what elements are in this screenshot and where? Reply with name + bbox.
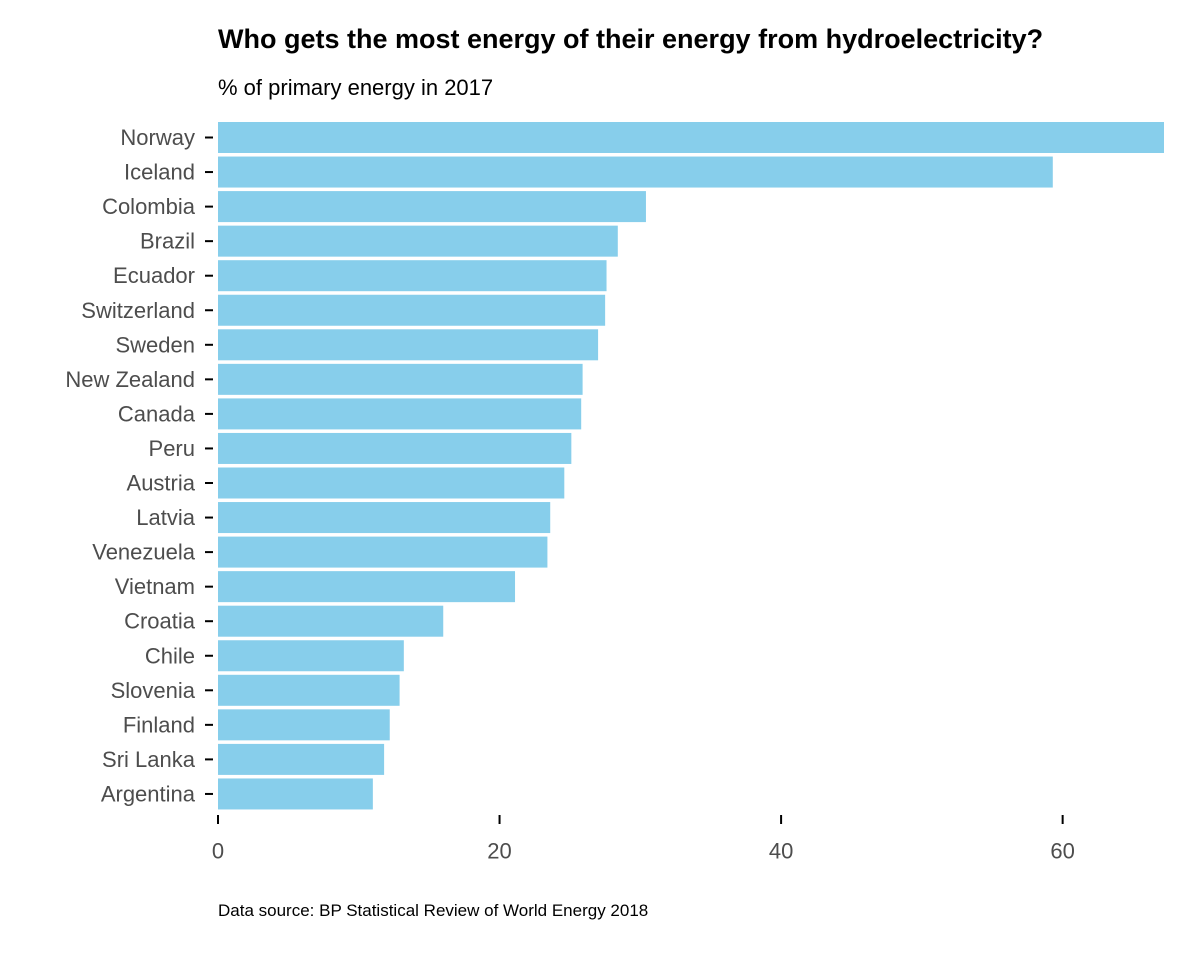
- y-tick-label: Iceland: [124, 160, 195, 185]
- bar-sri-lanka: [218, 743, 385, 775]
- y-tick-label: Brazil: [140, 229, 195, 254]
- bars-group: [218, 122, 1164, 810]
- bar-sweden: [218, 329, 599, 361]
- x-tick-label: 20: [487, 839, 511, 864]
- y-tick-label: Finland: [123, 712, 195, 737]
- chart-subtitle: % of primary energy in 2017: [218, 75, 494, 100]
- bar-iceland: [218, 156, 1053, 188]
- y-tick-label: Argentina: [101, 781, 196, 806]
- x-axis: 0 20 40 60: [212, 815, 1075, 864]
- bar-slovenia: [218, 674, 400, 706]
- bar-chile: [218, 640, 404, 672]
- y-tick-label: Sri Lanka: [102, 747, 196, 772]
- bar-croatia: [218, 605, 444, 637]
- y-tick-label: Austria: [127, 471, 196, 496]
- bar-canada: [218, 398, 582, 430]
- y-tick-label: Vietnam: [115, 574, 195, 599]
- bar-peru: [218, 432, 572, 464]
- bar-ecuador: [218, 260, 607, 292]
- bar-new-zealand: [218, 363, 583, 395]
- y-tick-label: Latvia: [136, 505, 195, 530]
- y-tick-label: Colombia: [102, 194, 196, 219]
- chart-title: Who gets the most energy of their energy…: [218, 24, 1044, 54]
- y-tick-label: Peru: [149, 436, 195, 461]
- x-tick-label: 0: [212, 839, 224, 864]
- bar-latvia: [218, 502, 551, 534]
- bar-brazil: [218, 225, 618, 257]
- bar-venezuela: [218, 536, 548, 568]
- bar-finland: [218, 709, 390, 741]
- bar-vietnam: [218, 571, 516, 603]
- data-source-caption: Data source: BP Statistical Review of Wo…: [218, 901, 649, 920]
- bar-colombia: [218, 191, 646, 223]
- y-tick-label: Venezuela: [92, 540, 196, 565]
- y-tick-label: Ecuador: [113, 263, 195, 288]
- y-axis: Norway Iceland Colombia Brazil Ecuador Switze…: [65, 125, 213, 806]
- y-tick-label: Croatia: [124, 609, 196, 634]
- y-tick-label: Canada: [118, 401, 196, 426]
- x-tick-label: 60: [1050, 839, 1074, 864]
- bar-norway: [218, 122, 1164, 153]
- y-tick-label: Slovenia: [111, 678, 196, 703]
- y-tick-label: Chile: [145, 643, 195, 668]
- y-tick-label: New Zealand: [65, 367, 195, 392]
- y-tick-label: Switzerland: [81, 298, 195, 323]
- y-tick-label: Sweden: [115, 332, 195, 357]
- bar-argentina: [218, 778, 373, 810]
- x-tick-label: 40: [769, 839, 793, 864]
- bar-austria: [218, 467, 565, 499]
- y-tick-label: Norway: [120, 125, 195, 150]
- bar-switzerland: [218, 294, 606, 326]
